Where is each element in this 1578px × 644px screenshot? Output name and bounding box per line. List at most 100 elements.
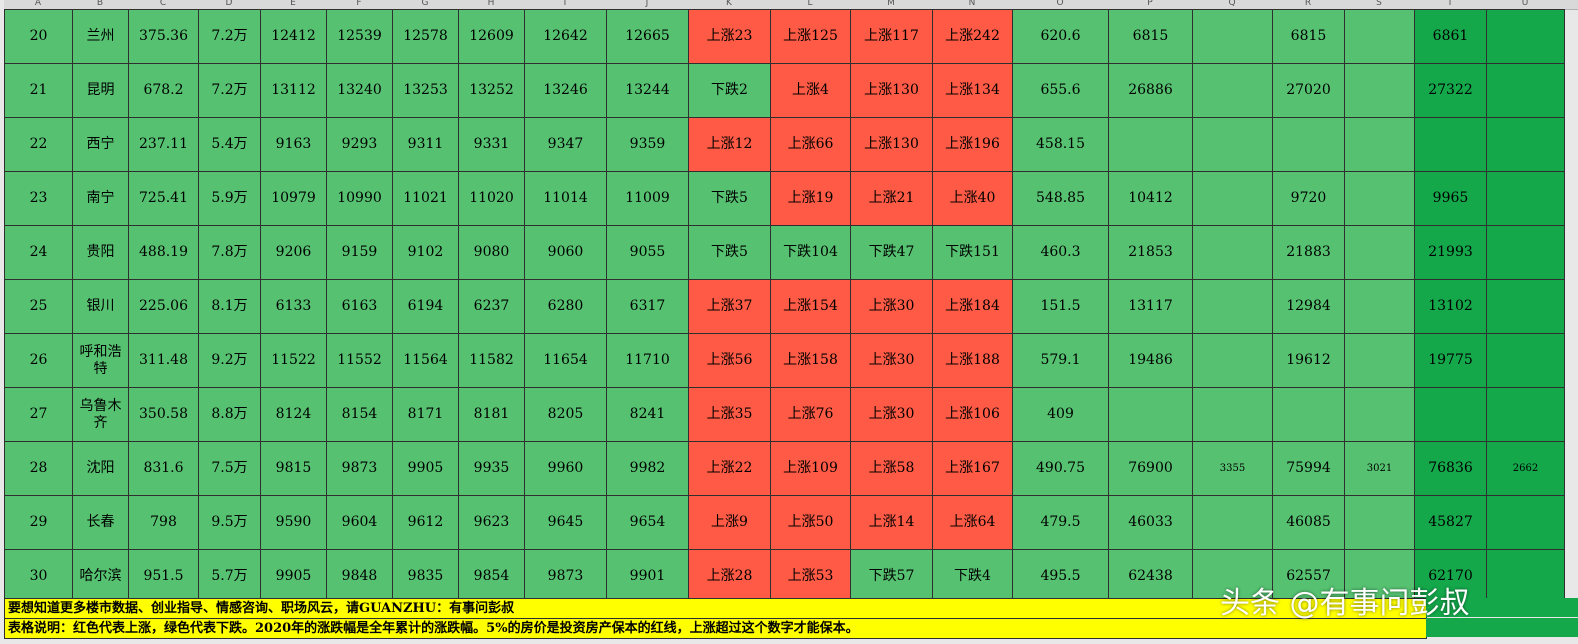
table-cell[interactable]: 798: [128, 495, 199, 550]
column-letter[interactable]: Q: [1228, 0, 1236, 8]
table-cell[interactable]: [1192, 9, 1273, 64]
table-cell[interactable]: 上涨184: [932, 279, 1013, 334]
table-cell[interactable]: 上涨28: [688, 549, 771, 604]
table-cell[interactable]: 460.3: [1012, 225, 1109, 280]
table-cell[interactable]: 21993: [1414, 225, 1487, 280]
table-cell[interactable]: 下跌5: [688, 225, 771, 280]
table-cell[interactable]: 22: [4, 117, 73, 172]
table-cell[interactable]: 8241: [606, 387, 689, 442]
table-cell[interactable]: 9982: [606, 441, 689, 496]
table-cell[interactable]: 9815: [260, 441, 327, 496]
table-cell[interactable]: 9720: [1272, 171, 1345, 226]
table-cell[interactable]: 上涨167: [932, 441, 1013, 496]
table-cell[interactable]: 下跌2: [688, 63, 771, 118]
table-cell[interactable]: 350.58: [128, 387, 199, 442]
column-letter[interactable]: G: [421, 0, 429, 8]
column-letter[interactable]: A: [34, 0, 42, 8]
table-cell[interactable]: [1486, 387, 1565, 442]
table-cell[interactable]: 上涨12: [688, 117, 771, 172]
table-cell[interactable]: 11009: [606, 171, 689, 226]
column-letter[interactable]: J: [645, 0, 649, 8]
table-cell[interactable]: 10990: [326, 171, 393, 226]
table-cell[interactable]: 呼和浩特: [72, 333, 129, 388]
table-cell[interactable]: 银川: [72, 279, 129, 334]
table-cell[interactable]: 237.11: [128, 117, 199, 172]
column-letter[interactable]: F: [356, 0, 362, 8]
table-cell[interactable]: 6815: [1272, 9, 1345, 64]
table-cell[interactable]: 上涨21: [850, 171, 933, 226]
table-cell[interactable]: 13117: [1108, 279, 1193, 334]
table-cell[interactable]: 409: [1012, 387, 1109, 442]
table-cell[interactable]: 9590: [260, 495, 327, 550]
table-cell[interactable]: 9905: [260, 549, 327, 604]
table-cell[interactable]: 13252: [458, 63, 525, 118]
table-cell[interactable]: [1108, 387, 1193, 442]
column-letter[interactable]: P: [1147, 0, 1153, 8]
table-cell[interactable]: 上涨23: [688, 9, 771, 64]
table-cell[interactable]: 6194: [392, 279, 459, 334]
column-letter[interactable]: O: [1056, 0, 1064, 8]
table-cell[interactable]: 375.36: [128, 9, 199, 64]
table-cell[interactable]: 8181: [458, 387, 525, 442]
table-cell[interactable]: [1486, 279, 1565, 334]
table-cell[interactable]: 9901: [606, 549, 689, 604]
table-cell[interactable]: [1486, 225, 1565, 280]
table-cell[interactable]: 11522: [260, 333, 327, 388]
table-cell[interactable]: 5.9万: [198, 171, 261, 226]
table-cell[interactable]: 6237: [458, 279, 525, 334]
table-cell[interactable]: 上涨158: [770, 333, 851, 388]
table-cell[interactable]: 5.4万: [198, 117, 261, 172]
table-cell[interactable]: 8.8万: [198, 387, 261, 442]
table-cell[interactable]: 29: [4, 495, 73, 550]
table-cell[interactable]: [1192, 279, 1273, 334]
table-cell[interactable]: 12642: [524, 9, 607, 64]
table-cell[interactable]: 12609: [458, 9, 525, 64]
table-cell[interactable]: [1192, 495, 1273, 550]
table-cell[interactable]: 9835: [392, 549, 459, 604]
table-cell[interactable]: 9612: [392, 495, 459, 550]
table-cell[interactable]: 9645: [524, 495, 607, 550]
table-cell[interactable]: 下跌57: [850, 549, 933, 604]
table-cell[interactable]: 11582: [458, 333, 525, 388]
table-cell[interactable]: 655.6: [1012, 63, 1109, 118]
table-cell[interactable]: 23: [4, 171, 73, 226]
table-cell[interactable]: 上涨134: [932, 63, 1013, 118]
table-cell[interactable]: 6861: [1414, 9, 1487, 64]
table-cell[interactable]: 9854: [458, 549, 525, 604]
table-cell[interactable]: 上涨117: [850, 9, 933, 64]
table-cell[interactable]: [1192, 117, 1273, 172]
column-letter[interactable]: S: [1376, 0, 1382, 8]
table-cell[interactable]: 11654: [524, 333, 607, 388]
table-cell[interactable]: [1108, 117, 1193, 172]
table-cell[interactable]: 8154: [326, 387, 393, 442]
table-cell[interactable]: 62170: [1414, 549, 1487, 604]
table-cell[interactable]: 9359: [606, 117, 689, 172]
table-cell[interactable]: 19775: [1414, 333, 1487, 388]
table-cell[interactable]: [1272, 117, 1345, 172]
table-cell[interactable]: 长春: [72, 495, 129, 550]
table-cell[interactable]: [1486, 333, 1565, 388]
table-cell[interactable]: 7.5万: [198, 441, 261, 496]
table-cell[interactable]: 上涨56: [688, 333, 771, 388]
table-cell[interactable]: 兰州: [72, 9, 129, 64]
table-cell[interactable]: [1344, 279, 1415, 334]
table-cell[interactable]: 76836: [1414, 441, 1487, 496]
column-letter[interactable]: B: [96, 0, 104, 8]
table-cell[interactable]: 19612: [1272, 333, 1345, 388]
table-cell[interactable]: [1344, 9, 1415, 64]
table-cell[interactable]: 南宁: [72, 171, 129, 226]
column-letter[interactable]: U: [1521, 0, 1529, 8]
table-cell[interactable]: [1344, 549, 1415, 604]
table-cell[interactable]: 乌鲁木齐: [72, 387, 129, 442]
table-cell[interactable]: [1344, 63, 1415, 118]
table-cell[interactable]: [1192, 549, 1273, 604]
table-cell[interactable]: 13112: [260, 63, 327, 118]
table-cell[interactable]: 6133: [260, 279, 327, 334]
column-letter[interactable]: L: [807, 0, 813, 8]
table-cell[interactable]: 昆明: [72, 63, 129, 118]
table-cell[interactable]: 上涨30: [850, 333, 933, 388]
table-cell[interactable]: 9623: [458, 495, 525, 550]
table-cell[interactable]: [1486, 171, 1565, 226]
table-cell[interactable]: 上涨37: [688, 279, 771, 334]
table-cell[interactable]: 9965: [1414, 171, 1487, 226]
